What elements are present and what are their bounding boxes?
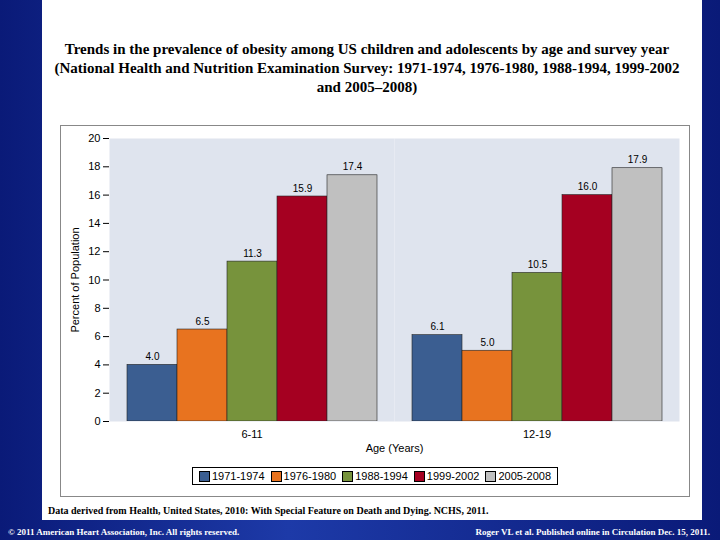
svg-text:2: 2 <box>94 387 100 399</box>
svg-text:12-19: 12-19 <box>523 428 551 440</box>
svg-text:0: 0 <box>94 415 100 427</box>
html-text:1999-2002: 1999-2002 <box>426 470 480 482</box>
svg-text:12: 12 <box>88 245 100 257</box>
svg-text:8: 8 <box>94 302 100 314</box>
svg-text:6.1: 6.1 <box>431 321 445 332</box>
svg-text:Age (Years): Age (Years) <box>366 442 424 454</box>
svg-text:4.0: 4.0 <box>146 351 160 362</box>
svg-text:16: 16 <box>88 189 100 201</box>
svg-text:4: 4 <box>94 358 100 370</box>
svg-text:17.4: 17.4 <box>343 161 363 172</box>
svg-text:17.9: 17.9 <box>628 154 648 165</box>
html-text:1971-1974: 1971-1974 <box>212 470 265 482</box>
svg-text:Percent of Population: Percent of Population <box>69 227 81 332</box>
html-text:1976-1980: 1976-1980 <box>283 470 337 482</box>
svg-text:10.5: 10.5 <box>528 259 548 270</box>
svg-text:6-11: 6-11 <box>241 428 262 440</box>
html-text:© 2011 American Heart Associat: © 2011 American Heart Association, Inc. … <box>8 527 240 537</box>
html-text:Trends in the prevalence of ob: Trends in the prevalence of obesity amon… <box>54 41 680 95</box>
svg-text:16.0: 16.0 <box>578 181 598 192</box>
html-text:Data derived from Health, Unit: Data derived from Health, United States,… <box>48 505 489 516</box>
svg-text:20: 20 <box>88 132 100 144</box>
svg-text:6: 6 <box>94 330 100 342</box>
html-text:2005-2008: 2005-2008 <box>498 470 551 482</box>
svg-text:18: 18 <box>88 160 100 172</box>
svg-text:5.0: 5.0 <box>481 337 495 348</box>
svg-text:6.5: 6.5 <box>196 316 210 327</box>
svg-text:14: 14 <box>88 217 100 229</box>
html-text:1988-1994: 1988-1994 <box>355 470 408 482</box>
svg-text:10: 10 <box>88 274 100 286</box>
svg-text:11.3: 11.3 <box>243 248 262 259</box>
svg-text:15.9: 15.9 <box>293 183 313 194</box>
html-text:Roger VL et al. Published onli: Roger VL et al. Published online in Circ… <box>475 527 710 537</box>
